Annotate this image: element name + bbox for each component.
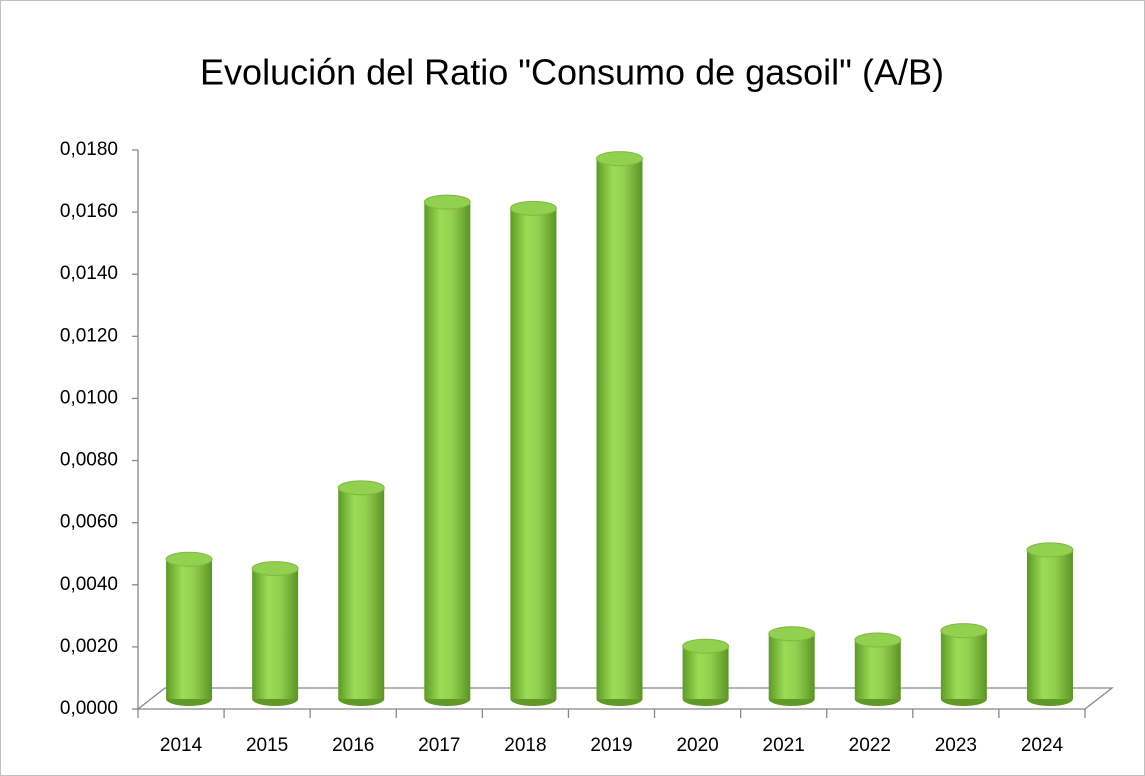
bar xyxy=(510,208,557,700)
x-tick-label: 2024 xyxy=(1021,735,1064,756)
bar-top xyxy=(337,480,385,496)
chart-title: Evolución del Ratio "Consumo de gasoil" … xyxy=(200,52,944,93)
y-tick-label: 0,0060 xyxy=(60,512,118,533)
x-tick-label: 2021 xyxy=(763,735,805,756)
bar xyxy=(166,559,213,699)
bar-top xyxy=(509,200,557,216)
bar xyxy=(940,630,987,699)
x-tick-label: 2018 xyxy=(504,735,546,756)
y-tick-label: 0,0120 xyxy=(60,325,118,346)
bar-top xyxy=(423,194,471,210)
y-tick-label: 0,0020 xyxy=(60,636,118,657)
bar xyxy=(1026,549,1073,699)
x-tick-label: 2017 xyxy=(418,735,460,756)
bar-top xyxy=(940,623,988,639)
bar xyxy=(768,633,815,699)
x-tick-label: 2016 xyxy=(332,735,374,756)
x-tick-label: 2023 xyxy=(935,735,977,756)
bar-top xyxy=(596,151,643,167)
bar xyxy=(682,646,729,699)
bar xyxy=(338,487,385,699)
y-tick-label: 0,0160 xyxy=(60,201,118,222)
bar-top xyxy=(165,551,213,567)
bar-top xyxy=(768,626,816,642)
x-tick-label: 2019 xyxy=(590,735,632,756)
x-tick-label: 2015 xyxy=(246,735,288,756)
y-tick-label: 0,0140 xyxy=(60,263,118,284)
bar-top xyxy=(854,632,902,648)
y-tick-label: 0,0040 xyxy=(60,574,118,595)
bar-top xyxy=(251,561,299,577)
bar xyxy=(854,639,901,699)
floor xyxy=(136,687,1114,710)
y-tick-label: 0,0000 xyxy=(60,698,118,719)
x-tick-label: 2014 xyxy=(160,735,203,756)
bar-top xyxy=(682,638,730,654)
x-tick-label: 2022 xyxy=(849,735,891,756)
bar xyxy=(596,158,643,700)
y-tick-label: 0,0100 xyxy=(60,387,118,408)
bar xyxy=(252,568,299,699)
bar-top xyxy=(1026,542,1074,558)
x-tick-label: 2020 xyxy=(676,735,718,756)
y-tick-label: 0,0080 xyxy=(60,450,118,471)
y-tick-label: 0,0180 xyxy=(60,139,118,160)
bar xyxy=(424,202,471,699)
